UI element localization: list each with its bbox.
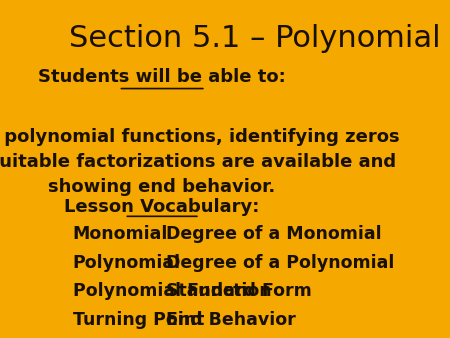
Text: Degree of a Polynomial: Degree of a Polynomial	[166, 254, 395, 271]
Text: End Behavior: End Behavior	[166, 311, 296, 329]
Text: Lesson Vocabulary:: Lesson Vocabulary:	[64, 198, 260, 216]
Text: Degree of a Monomial: Degree of a Monomial	[166, 225, 382, 243]
Text: Monomial: Monomial	[73, 225, 168, 243]
Text: Polynomial: Polynomial	[73, 254, 181, 271]
Text: Students will be able to:: Students will be able to:	[38, 68, 286, 86]
Text: Standard Form: Standard Form	[166, 282, 312, 300]
Text: •Graph polynomial functions, identifying zeros
when suitable factorizations are : •Graph polynomial functions, identifying…	[0, 128, 400, 196]
Text: Turning Point: Turning Point	[73, 311, 204, 329]
Text: Section 5.1 – Polynomial Functions: Section 5.1 – Polynomial Functions	[69, 24, 450, 53]
Text: Polynomial Function: Polynomial Function	[73, 282, 271, 300]
